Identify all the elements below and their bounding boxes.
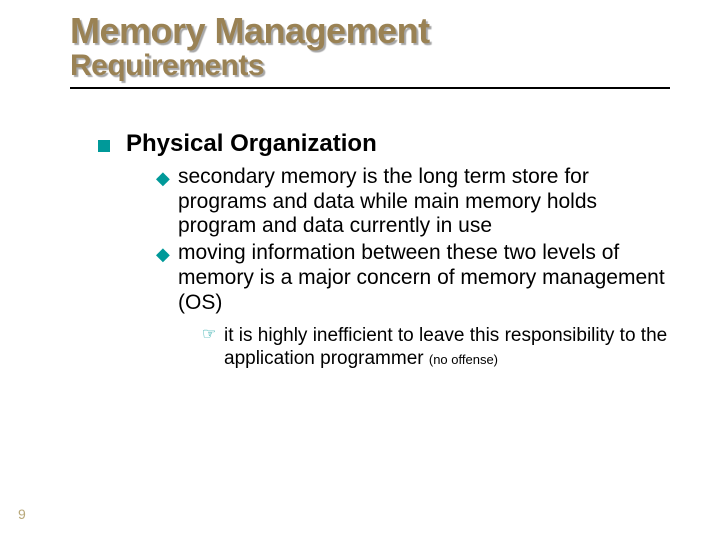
level3-group: ☞ it is highly inefficient to leave this…	[202, 325, 668, 371]
level2-group: ◆ secondary memory is the long term stor…	[156, 165, 668, 371]
slide-title: Memory Management Requirements	[70, 12, 670, 89]
pointer-bullet-icon: ☞	[202, 327, 216, 343]
page-number: 9	[18, 506, 26, 522]
slide-body: Physical Organization ◆ secondary memory…	[98, 130, 668, 379]
diamond-bullet-icon: ◆	[156, 169, 170, 187]
title-underline	[70, 87, 670, 89]
level1-item: Physical Organization ◆ secondary memory…	[98, 130, 668, 371]
level2-text: secondary memory is the long term store …	[178, 165, 597, 238]
square-bullet-icon	[98, 140, 110, 152]
slide: Memory Management Requirements Physical …	[0, 0, 720, 540]
title-line-1: Memory Management	[70, 12, 670, 50]
title-line-2: Requirements	[70, 50, 670, 82]
level3-text: it is highly inefficient to leave this r…	[224, 325, 667, 369]
level2-item: ◆ moving information between these two l…	[156, 241, 668, 315]
level3-item: ☞ it is highly inefficient to leave this…	[202, 325, 668, 371]
level3-note: (no offense)	[429, 352, 498, 367]
diamond-bullet-icon: ◆	[156, 245, 170, 263]
level2-item: ◆ secondary memory is the long term stor…	[156, 165, 668, 239]
level1-heading: Physical Organization	[126, 130, 377, 157]
level2-text: moving information between these two lev…	[178, 241, 665, 314]
